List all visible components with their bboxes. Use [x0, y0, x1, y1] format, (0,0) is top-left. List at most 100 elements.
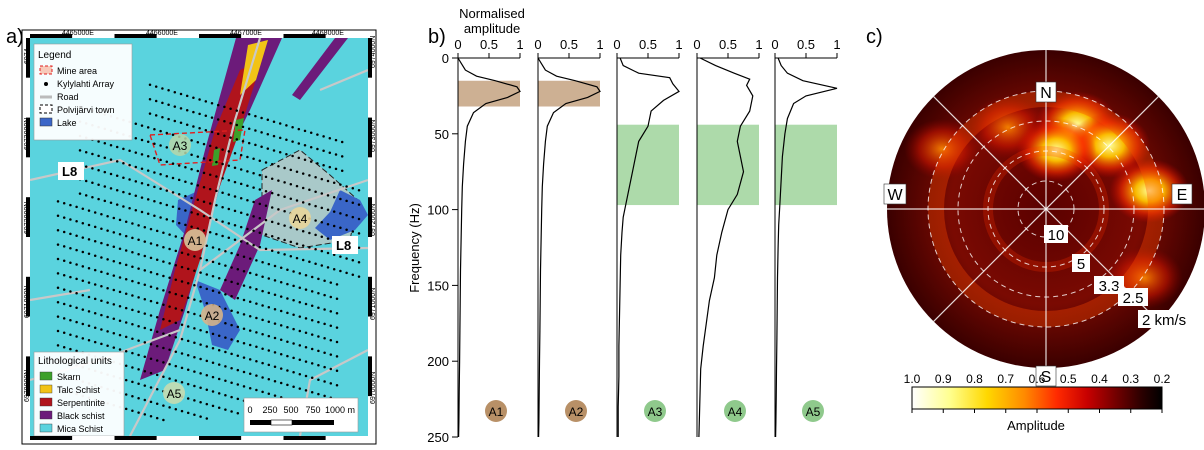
array-station-dot: [248, 271, 252, 275]
array-station-dot: [236, 253, 240, 257]
profile-line-a1: [457, 57, 521, 438]
array-station-dot: [323, 279, 326, 282]
array-station-dot: [292, 356, 295, 360]
panel-b: b) Normalised amplitude Frequency (Hz) 0…: [407, 6, 841, 445]
array-station-dot: [322, 149, 325, 153]
array-station-dot: [69, 261, 72, 264]
array-station-dot: [326, 179, 330, 183]
array-station-dot: [167, 103, 170, 106]
array-station-dot: [292, 284, 295, 288]
array-station-dot: [217, 334, 221, 338]
border-seg-right: [368, 276, 372, 317]
scale-label-0: 0: [247, 405, 252, 415]
array-station-dot: [314, 176, 317, 179]
x-tick-label: 0.5: [560, 37, 578, 52]
array-station-dot: [100, 213, 103, 216]
array-station-dot: [292, 385, 295, 388]
array-station-dot: [75, 277, 78, 281]
array-station-dot: [320, 235, 324, 238]
array-station-dot: [285, 152, 288, 156]
array-station-dot: [255, 316, 258, 320]
array-station-dot: [339, 226, 342, 230]
array-station-dot: [248, 286, 252, 289]
array-station-dot: [227, 178, 231, 182]
array-station-dot: [258, 217, 262, 220]
array-station-dot: [149, 400, 153, 404]
array-station-dot: [298, 372, 302, 376]
array-station-dot: [242, 298, 246, 302]
array-station-dot: [184, 223, 187, 227]
array-station-dot: [146, 126, 150, 129]
array-station-dot: [236, 325, 240, 329]
array-station-dot: [100, 256, 103, 259]
array-station-dot: [332, 195, 336, 199]
array-station-dot: [298, 387, 302, 390]
array-station-dot: [168, 334, 171, 337]
array-station-dot: [159, 144, 162, 147]
l8-east-label: L8: [336, 238, 351, 253]
array-station-dot: [224, 393, 227, 397]
array-station-dot: [184, 180, 187, 183]
array-station-dot: [186, 325, 190, 328]
array-station-dot: [277, 179, 280, 182]
profile-a3: 0 0.5 1 A3: [613, 37, 683, 437]
array-station-dot: [103, 142, 107, 145]
array-station-dot: [167, 89, 170, 92]
array-station-dot: [323, 380, 326, 383]
array-station-dot: [308, 260, 311, 264]
array-station-dot: [62, 288, 66, 291]
x-tick-label: 0: [771, 37, 778, 52]
x-tick-label: 0: [454, 37, 461, 52]
colorbar-tick-label: 0.3: [1122, 372, 1139, 386]
array-station-dot: [279, 324, 283, 327]
array-station-dot: [261, 333, 264, 336]
array-station-dot: [171, 162, 175, 165]
array-station-dot: [230, 338, 233, 341]
array-station-dot: [295, 170, 299, 173]
array-station-dot: [339, 269, 342, 273]
array-station-dot: [112, 346, 116, 349]
map-legend: Legend Mine area Kylylahti Array Road Po…: [33, 43, 133, 141]
array-station-dot: [204, 128, 208, 132]
array-station-dot: [217, 291, 221, 294]
array-station-dot: [246, 170, 249, 173]
array-station-dot: [146, 154, 150, 158]
colorbar-tick-label: 0.5: [1060, 372, 1077, 386]
array-station-dot: [314, 262, 317, 265]
legend-item-lake: Lake: [57, 118, 77, 128]
array-station-dot: [224, 379, 227, 383]
array-station-dot: [242, 327, 246, 331]
array-station-dot: [217, 377, 221, 381]
array-station-dot: [155, 229, 159, 233]
array-station-dot: [317, 335, 320, 338]
array-station-dot: [345, 214, 348, 217]
array-station-dot: [148, 83, 152, 87]
array-station-dot: [103, 185, 107, 188]
array-station-dot: [149, 271, 153, 274]
array-station-dot: [134, 194, 138, 198]
array-station-dot: [227, 193, 231, 196]
profile-a2: 0 0.5 1 A2: [534, 37, 604, 438]
array-station-dot: [143, 355, 147, 359]
array-station-dot: [317, 306, 320, 309]
array-station-dot: [140, 210, 144, 214]
array-station-dot: [277, 193, 280, 197]
array-station-dot: [124, 234, 128, 238]
array-station-dot: [286, 282, 289, 286]
array-station-dot: [322, 163, 325, 167]
array-station-dot: [174, 292, 178, 296]
array-station-dot: [335, 369, 339, 373]
array-station-dot: [184, 209, 187, 212]
array-station-dot: [277, 222, 280, 226]
array-station-dot: [62, 216, 66, 219]
array-station-dot: [304, 345, 308, 349]
array-station-dot: [285, 124, 288, 127]
array-station-dot: [124, 364, 128, 367]
array-station-dot: [112, 216, 116, 220]
array-station-dot: [278, 122, 282, 125]
array-station-dot: [159, 201, 162, 205]
array-station-dot: [62, 331, 66, 335]
array-station-dot: [168, 290, 171, 294]
border-seg-top: [241, 34, 284, 38]
